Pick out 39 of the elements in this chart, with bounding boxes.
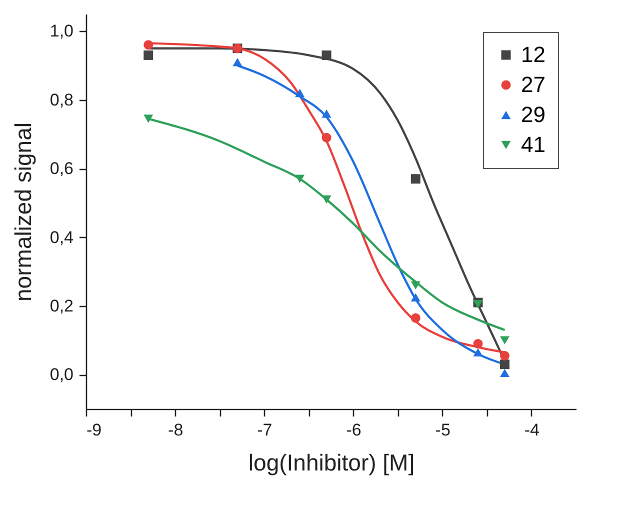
x-axis-title: log(Inhibitor) [M] [248, 450, 415, 476]
point [295, 88, 305, 98]
point [410, 281, 420, 290]
point [144, 50, 154, 60]
point [322, 50, 332, 60]
point [144, 114, 154, 123]
point [410, 313, 420, 323]
point [144, 40, 154, 50]
y-tick-label: 0,6 [50, 159, 74, 178]
y-tick-label: 0,8 [50, 90, 74, 110]
x-tick-label: -4 [524, 420, 540, 440]
x-tick-label: -7 [257, 420, 272, 440]
x-tick-label: -8 [168, 420, 184, 440]
legend-label: 29 [521, 102, 546, 127]
point [500, 360, 510, 370]
y-tick-label: 0,4 [50, 228, 74, 247]
x-tick-label: -9 [86, 420, 102, 440]
legend-label: 27 [521, 72, 546, 97]
y-tick-label: 0,2 [50, 296, 74, 316]
point [500, 368, 510, 378]
legend-label: 12 [521, 42, 546, 67]
point [322, 132, 332, 142]
y-axis-title: normalized signal [10, 122, 36, 302]
point [410, 293, 420, 302]
point [500, 336, 510, 344]
point [410, 174, 420, 184]
point [473, 339, 483, 348]
y-tick-label: 0,0 [50, 365, 74, 384]
legend-label: 41 [521, 132, 546, 157]
point [322, 195, 332, 204]
point [473, 300, 483, 308]
point [322, 110, 332, 118]
point [473, 348, 483, 356]
y-tick-label: 1,0 [50, 22, 74, 41]
point [500, 351, 510, 360]
x-tick-label: -5 [435, 420, 450, 440]
point [295, 174, 305, 183]
point [232, 58, 242, 66]
x-tick-label: -6 [346, 420, 362, 440]
